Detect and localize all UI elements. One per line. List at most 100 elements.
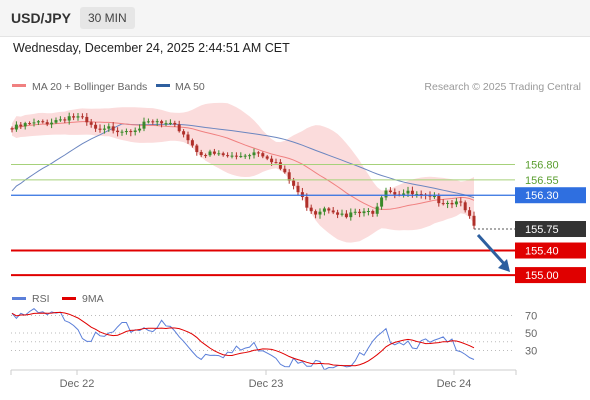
candle-body	[85, 116, 89, 123]
candle-body	[208, 151, 212, 156]
candle-body	[292, 180, 296, 186]
candle-body	[450, 202, 454, 205]
candle-body	[146, 121, 150, 123]
candle-body	[331, 210, 335, 213]
candle-body	[221, 153, 225, 156]
level-155-75-label: 155.75	[525, 224, 559, 236]
level-155-40-label-box	[515, 242, 586, 259]
rsi-legend-swatch	[12, 297, 26, 300]
candle-body	[160, 121, 164, 124]
candle-body	[72, 116, 76, 118]
candle-body	[45, 122, 49, 125]
bollinger-band	[12, 102, 474, 243]
candle-body	[168, 122, 172, 124]
candle-body	[164, 123, 168, 125]
candle-body	[76, 116, 80, 118]
candle-body	[300, 192, 304, 198]
candle-body	[19, 124, 23, 127]
candle-body	[322, 208, 326, 212]
candle-body	[380, 197, 384, 207]
ma9-legend-swatch	[62, 297, 76, 300]
candle-body	[129, 131, 133, 133]
candle-body	[441, 203, 445, 205]
candle-body	[226, 155, 230, 157]
candle-body	[419, 193, 423, 195]
timeframe-button[interactable]: 30 MIN	[80, 7, 135, 29]
candle-body	[437, 196, 441, 204]
candle-body	[305, 197, 309, 208]
x-tick-dec23: Dec 23	[249, 378, 284, 390]
rsi-tick-30: 30	[525, 346, 537, 358]
rsi-legend-label: RSI	[32, 293, 50, 305]
rsi-legend: RSI 9MA	[12, 293, 104, 305]
candle-body	[50, 122, 54, 125]
candle-body	[151, 121, 155, 123]
candle-body	[265, 156, 269, 159]
candle-body	[454, 201, 458, 205]
candle-body	[173, 122, 177, 125]
x-tick-dec22: Dec 22	[60, 378, 95, 390]
candle-body	[393, 192, 397, 195]
candle-body	[212, 151, 216, 154]
ma9-legend-label: 9MA	[82, 293, 104, 305]
candle-body	[278, 162, 282, 169]
forecast-arrowhead	[498, 259, 510, 273]
level-156-30-label-box	[515, 187, 586, 204]
level-155-00-label-box	[515, 267, 586, 284]
x-axis: Dec 22 Dec 23 Dec 24	[10, 369, 517, 390]
candle-body	[138, 128, 142, 131]
candle-body	[344, 213, 348, 218]
ma50-legend-label: MA 50	[175, 81, 205, 93]
candle-body	[287, 172, 291, 181]
candle-body	[309, 207, 313, 212]
candle-body	[63, 119, 67, 121]
research-credit: Research © 2025 Trading Central	[424, 81, 581, 93]
candle-body	[36, 121, 40, 123]
chart-datetime: Wednesday, December 24, 2025 2:44:51 AM …	[13, 41, 290, 55]
candle-body	[428, 195, 432, 197]
candle-body	[120, 131, 124, 133]
candle-body	[349, 212, 353, 218]
x-tick-dec24: Dec 24	[437, 378, 472, 390]
ma20-legend-swatch	[12, 84, 26, 87]
candle-body	[358, 211, 362, 214]
candle-body	[375, 206, 379, 214]
candle-body	[353, 211, 357, 213]
candle-body	[283, 168, 287, 173]
candle-body	[243, 155, 247, 157]
level-156-30-label: 156.30	[525, 190, 559, 202]
candle-body	[261, 153, 265, 157]
price-legend: MA 20 + Bollinger Bands MA 50	[12, 81, 205, 93]
candle-body	[116, 130, 120, 133]
candle-body	[230, 155, 234, 157]
ma50-legend-swatch	[156, 84, 170, 87]
candle-body	[89, 122, 93, 125]
candle-body	[371, 211, 375, 214]
candle-body	[142, 121, 146, 129]
level-156-80-label: 156.80	[525, 160, 559, 172]
candle-body	[94, 124, 98, 129]
candle-body	[58, 119, 62, 121]
candle-body	[186, 134, 190, 141]
candle-body	[28, 123, 32, 125]
symbol-label: USD/JPY	[11, 10, 71, 26]
candle-body	[362, 211, 366, 214]
candle-body	[41, 121, 45, 123]
candle-body	[270, 158, 274, 163]
candle-body	[14, 124, 18, 130]
candle-body	[432, 196, 436, 198]
candle-body	[406, 190, 410, 194]
candle-body	[239, 156, 243, 158]
candle-body	[415, 193, 419, 195]
candle-body	[111, 126, 115, 131]
candle-body	[472, 215, 476, 226]
rsi-plot: 70 50 30	[11, 308, 537, 371]
price-level-lines: 156.80 156.55 156.30 155.75 155.40 155.00	[11, 160, 586, 284]
rsi-line	[11, 308, 475, 371]
candle-body	[340, 213, 344, 215]
candle-body	[204, 155, 208, 157]
candle-body	[410, 190, 414, 195]
forecast-arrow-shaft	[476, 234, 509, 269]
candle-body	[463, 202, 467, 211]
candle-body	[195, 145, 199, 153]
